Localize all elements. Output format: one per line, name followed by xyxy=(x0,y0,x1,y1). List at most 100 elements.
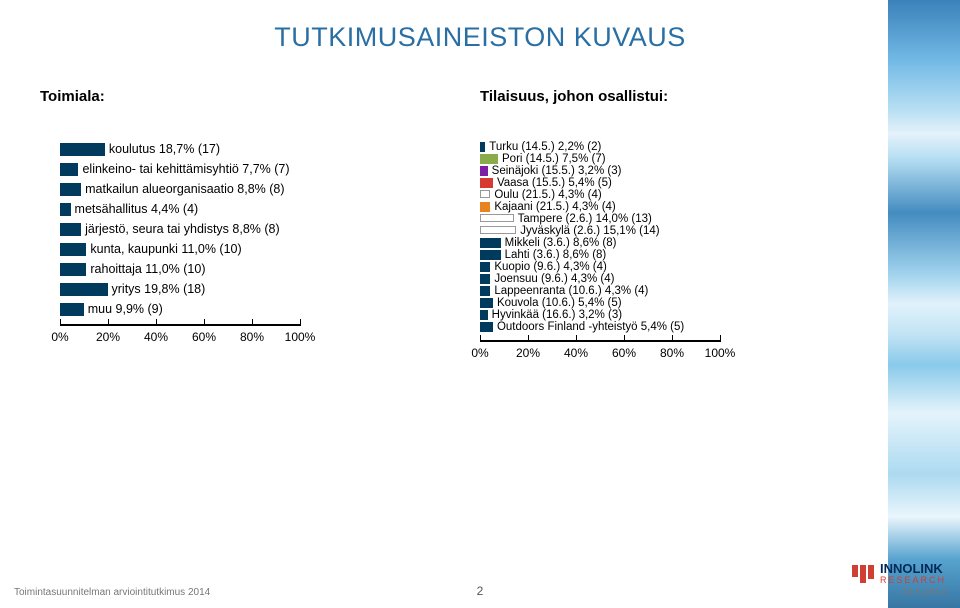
bar-row: Joensuu (9.6.) 4,3% (4) xyxy=(480,274,860,284)
axis-tick xyxy=(204,319,205,326)
bar-row: metsähallitus 4,4% (4) xyxy=(60,202,420,216)
bar-label: Turku (14.5.) 2,2% (2) xyxy=(485,141,601,153)
bar xyxy=(60,303,84,316)
bar xyxy=(480,202,490,212)
bar-row: Outdoors Finland -yhteistyö 5,4% (5) xyxy=(480,322,860,332)
bar-row: Kouvola (10.6.) 5,4% (5) xyxy=(480,298,860,308)
bar xyxy=(480,238,501,248)
bar-label: Lahti (3.6.) 8,6% (8) xyxy=(501,249,607,261)
bar-label: Kajaani (21.5.) 4,3% (4) xyxy=(490,201,615,213)
bar xyxy=(480,178,493,188)
page-number: 2 xyxy=(477,584,484,598)
bar xyxy=(480,310,488,320)
bar-row: Mikkeli (3.6.) 8,6% (8) xyxy=(480,238,860,248)
bar-label: järjestö, seura tai yhdistys 8,8% (8) xyxy=(81,222,280,236)
bar-label: Oulu (21.5.) 4,3% (4) xyxy=(490,189,601,201)
right-bars-container: Turku (14.5.) 2,2% (2)Pori (14.5.) 7,5% … xyxy=(480,142,860,332)
bar xyxy=(480,226,516,234)
bar-label: Tampere (2.6.) 14,0% (13) xyxy=(514,213,652,225)
bar-label: elinkeino- tai kehittämisyhtiö 7,7% (7) xyxy=(78,162,289,176)
bar-label: koulutus 18,7% (17) xyxy=(105,142,220,156)
axis-tick xyxy=(576,335,577,342)
axis-tick-label: 60% xyxy=(612,346,636,360)
axis-tick-label: 100% xyxy=(285,330,316,344)
bar-row: Lappeenranta (10.6.) 4,3% (4) xyxy=(480,286,860,296)
bar-row: Tampere (2.6.) 14,0% (13) xyxy=(480,214,860,224)
brand-logo: INNOLINK RESEARCH xyxy=(852,562,946,585)
right-bar-chart: Turku (14.5.) 2,2% (2)Pori (14.5.) 7,5% … xyxy=(480,142,860,362)
bar xyxy=(480,298,493,308)
axis-tick-label: 80% xyxy=(660,346,684,360)
axis-tick-label: 40% xyxy=(144,330,168,344)
bar-label: matkailun alueorganisaatio 8,8% (8) xyxy=(81,182,284,196)
bar-row: koulutus 18,7% (17) xyxy=(60,142,420,156)
bar-row: Jyväskylä (2.6.) 15,1% (14) xyxy=(480,226,860,236)
bar xyxy=(480,274,490,284)
bar-row: rahoittaja 11,0% (10) xyxy=(60,262,420,276)
axis-tick-label: 0% xyxy=(471,346,488,360)
bar xyxy=(60,243,86,256)
bar-label: Vaasa (15.5.) 5,4% (5) xyxy=(493,177,612,189)
bar xyxy=(480,262,490,272)
bar xyxy=(480,190,490,198)
bar xyxy=(480,154,498,164)
bar-label: Seinäjoki (15.5.) 3,2% (3) xyxy=(488,165,622,177)
bar-label: yritys 19,8% (18) xyxy=(108,282,206,296)
bar-label: Kuopio (9.6.) 4,3% (4) xyxy=(490,261,607,273)
bar-row: Hyvinkää (16.6.) 3,2% (3) xyxy=(480,310,860,320)
axis-tick xyxy=(60,319,61,326)
bar xyxy=(60,203,71,216)
bar-label: Mikkeli (3.6.) 8,6% (8) xyxy=(501,237,617,249)
bar-row: muu 9,9% (9) xyxy=(60,302,420,316)
bar-row: Vaasa (15.5.) 5,4% (5) xyxy=(480,178,860,188)
left-x-axis: 0%20%40%60%80%100% xyxy=(60,324,300,346)
bar xyxy=(60,163,78,176)
axis-tick-label: 0% xyxy=(51,330,68,344)
right-chart-heading: Tilaisuus, johon osallistui: xyxy=(480,88,668,105)
left-bar-chart: koulutus 18,7% (17) elinkeino- tai kehitt… xyxy=(60,142,420,346)
bar-label: rahoittaja 11,0% (10) xyxy=(86,262,205,276)
axis-tick-label: 20% xyxy=(516,346,540,360)
bar-row: matkailun alueorganisaatio 8,8% (8) xyxy=(60,182,420,196)
logo-subtext: RESEARCH xyxy=(880,575,946,585)
footer-left-text: Toimintasuunnitelman arviointitutkimus 2… xyxy=(14,587,210,598)
axis-tick-label: 20% xyxy=(96,330,120,344)
right-x-axis: 0%20%40%60%80%100% xyxy=(480,340,720,362)
logo-mark-icon xyxy=(852,565,874,583)
bar-row: järjestö, seura tai yhdistys 8,8% (8) xyxy=(60,222,420,236)
left-bars-container: koulutus 18,7% (17) elinkeino- tai kehitt… xyxy=(60,142,420,316)
footer-date: 24.6.2014 xyxy=(902,587,947,598)
bar-label: metsähallitus 4,4% (4) xyxy=(71,202,199,216)
slide-footer: Toimintasuunnitelman arviointitutkimus 2… xyxy=(14,562,946,598)
bar-label: Kouvola (10.6.) 5,4% (5) xyxy=(493,297,622,309)
axis-tick-label: 60% xyxy=(192,330,216,344)
bar-row: Lahti (3.6.) 8,6% (8) xyxy=(480,250,860,260)
axis-tick xyxy=(720,335,721,342)
axis-tick-label: 40% xyxy=(564,346,588,360)
bar xyxy=(60,223,81,236)
axis-tick xyxy=(108,319,109,326)
axis-tick xyxy=(252,319,253,326)
bar-row: yritys 19,8% (18) xyxy=(60,282,420,296)
bar-row: Seinäjoki (15.5.) 3,2% (3) xyxy=(480,166,860,176)
axis-tick xyxy=(672,335,673,342)
bar-label: kunta, kaupunki 11,0% (10) xyxy=(86,242,241,256)
bar xyxy=(60,183,81,196)
page-title: TUTKIMUSAINEISTON KUVAUS xyxy=(0,22,960,53)
axis-tick xyxy=(156,319,157,326)
bar-label: Lappeenranta (10.6.) 4,3% (4) xyxy=(490,285,648,297)
axis-tick-label: 100% xyxy=(705,346,736,360)
bar-label: Joensuu (9.6.) 4,3% (4) xyxy=(490,273,614,285)
bar-row: kunta, kaupunki 11,0% (10) xyxy=(60,242,420,256)
bar xyxy=(480,166,488,176)
bar-row: Pori (14.5.) 7,5% (7) xyxy=(480,154,860,164)
bar xyxy=(60,263,86,276)
axis-tick xyxy=(300,319,301,326)
bar-label: muu 9,9% (9) xyxy=(84,302,163,316)
left-chart-heading: Toimiala: xyxy=(40,88,105,105)
bar xyxy=(480,322,493,332)
axis-tick-label: 80% xyxy=(240,330,264,344)
bar-row: Kuopio (9.6.) 4,3% (4) xyxy=(480,262,860,272)
bar xyxy=(60,283,108,296)
bar-label: Pori (14.5.) 7,5% (7) xyxy=(498,153,606,165)
